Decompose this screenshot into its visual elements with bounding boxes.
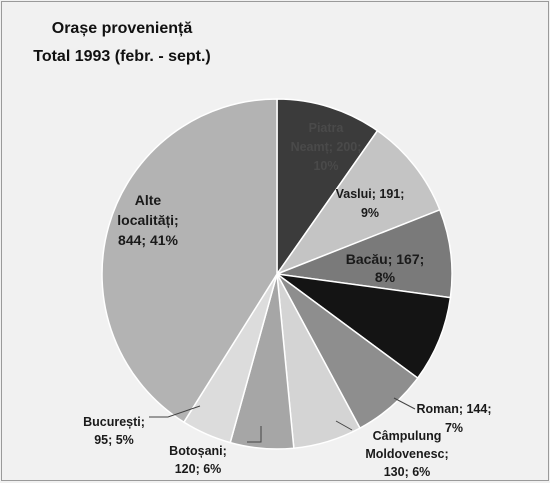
leader-line-5 [393, 397, 416, 410]
chart-subtitle: Total 1993 (febr. - sept.) [33, 48, 211, 65]
pie-slice-1 [276, 98, 379, 277]
leader-line-7 [247, 426, 262, 443]
slice-label-5: Roman; 144; 7% [416, 402, 491, 435]
slice-label-2: Vaslui; 191; 9% [336, 187, 405, 220]
slice-label-3: Bacău; 167; 8% [346, 251, 425, 285]
leader-line-6 [335, 420, 353, 431]
leader-lines [149, 397, 416, 443]
slice-label-6: Câmpulung Moldovenesc; 130; 6% [365, 429, 448, 479]
pie-slice-9 [101, 98, 278, 424]
slice-label-9: Alte localități; 844; 41% [117, 192, 178, 248]
slice-label-7: Botoșani; 120; 6% [169, 444, 227, 476]
pie-slice-3 [274, 208, 453, 299]
slice-label-8: București; 95; 5% [83, 415, 145, 447]
leader-line-8 [149, 405, 201, 418]
chart-title: Orașe proveniență [52, 20, 193, 37]
pie-slice-2 [274, 129, 441, 276]
slice-label-1: Piatra Neamț; 200; 10% [291, 121, 362, 173]
pie-slices [101, 98, 453, 450]
slice-labels: Piatra Neamț; 200; 10% Vaslui; 191; 9% Bacău;… [83, 121, 491, 479]
